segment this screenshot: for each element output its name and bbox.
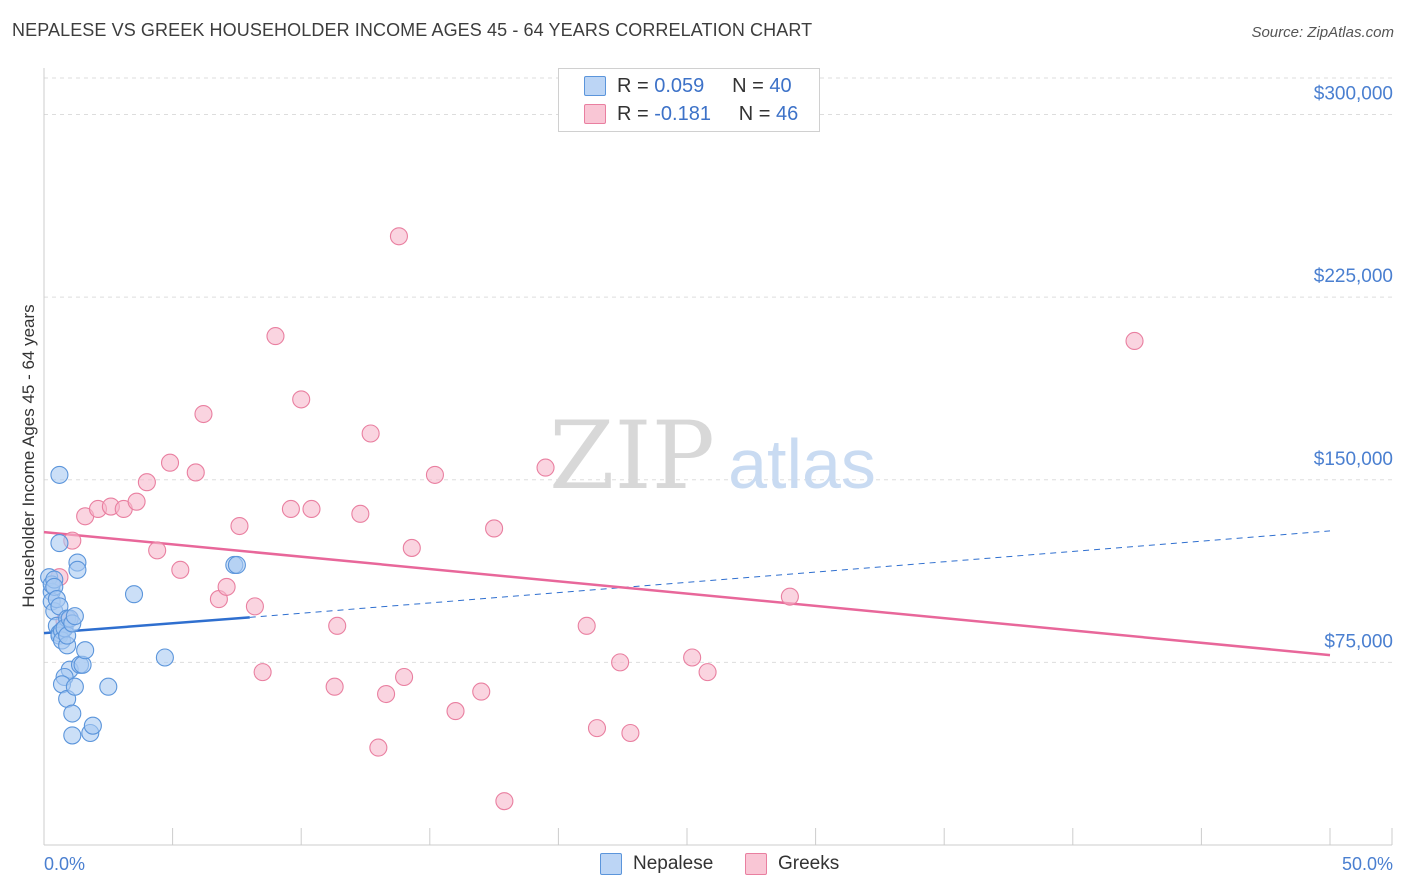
greeks-point — [485, 519, 504, 538]
greeks-point — [577, 616, 596, 635]
legend-n-label: N = — [738, 102, 771, 125]
nepalese-point — [83, 716, 102, 735]
grid-lines — [44, 77, 1392, 663]
greeks-point — [1125, 331, 1144, 351]
nepalese-point — [76, 641, 95, 660]
legend-swatch-greeks — [584, 104, 606, 124]
y-axis-label: Householder Income Ages 45 - 64 years — [19, 304, 38, 607]
legend-r-label: R = — [617, 74, 649, 97]
greeks-point — [587, 719, 607, 738]
greeks-point — [395, 667, 414, 687]
greeks-point — [472, 682, 491, 701]
greeks-point — [160, 453, 180, 472]
greeks-point — [621, 723, 640, 743]
legend-swatch-nepalese — [584, 76, 606, 96]
nepalese-point — [63, 704, 82, 723]
greeks-point — [148, 541, 167, 560]
nepalese-point — [50, 465, 69, 484]
greeks-point — [217, 577, 236, 596]
watermark-zip: ZIP — [549, 402, 715, 511]
greeks-point — [536, 458, 555, 477]
nepalese-point — [50, 534, 69, 553]
greeks-point — [137, 473, 156, 492]
greeks-point — [266, 327, 285, 346]
bottom-legend-label-nepalese: Nepalese — [633, 853, 714, 874]
legend-r-label: R = — [617, 102, 649, 125]
trend-lines — [43, 530, 1331, 657]
legend-text-greeks: R = -0.181 N = 46 — [617, 103, 798, 126]
greeks-point — [171, 560, 190, 579]
chart-title: NEPALESE VS GREEK HOUSEHOLDER INCOME AGE… — [12, 20, 813, 40]
nepalese-point — [124, 585, 144, 604]
greeks-trend-line — [43, 530, 1331, 657]
greeks-point — [194, 404, 213, 424]
data-points — [40, 227, 1144, 811]
nepalese-point — [65, 607, 84, 626]
greeks-point — [292, 390, 311, 409]
legend-r-value: -0.181 — [654, 102, 711, 125]
greeks-point — [351, 504, 370, 523]
greeks-point — [253, 663, 272, 682]
bottom-legend-swatch-greeks — [745, 853, 767, 875]
nepalese-point — [227, 555, 246, 575]
greeks-point — [281, 499, 300, 519]
y-tick-label: $150,000 — [1314, 449, 1393, 470]
bottom-legend-nepalese: Nepalese — [600, 852, 713, 876]
watermark-atlas: atlas — [728, 425, 876, 503]
axes: $75,000 $150,000 $225,000 $300,000 0.0% 50.0% — [43, 68, 1393, 874]
greeks-point — [402, 538, 421, 557]
nepalese-trend-solid — [43, 616, 250, 635]
greeks-point — [302, 499, 321, 519]
greeks-point — [683, 648, 702, 667]
x-tick-label: 50.0% — [1342, 854, 1393, 874]
greeks-point — [230, 516, 249, 536]
y-axis-label-group: Householder Income Ages 45 - 64 years — [19, 304, 38, 607]
nepalese-point — [68, 560, 87, 579]
nepalese-point — [99, 677, 118, 696]
x-tick-label: 0.0% — [44, 854, 85, 874]
greeks-point — [780, 587, 799, 606]
greeks-point — [361, 424, 380, 443]
greeks-point — [425, 465, 444, 484]
greeks-point — [611, 653, 630, 672]
greeks-point — [325, 677, 344, 696]
greeks-point — [446, 702, 465, 721]
legend-n-value: 40 — [769, 74, 792, 97]
nepalese-point — [155, 648, 174, 667]
greeks-point — [377, 684, 396, 704]
legend-text-nepalese: R = 0.059 N = 40 — [617, 75, 792, 98]
nepalese-point — [65, 677, 84, 696]
legend-r-value: 0.059 — [654, 74, 705, 97]
bottom-legend-swatch-nepalese — [600, 853, 622, 875]
greeks-point — [127, 492, 146, 511]
bottom-legend-greeks: Greeks — [745, 852, 839, 876]
greeks-point — [495, 792, 514, 811]
nepalese-point — [63, 726, 82, 745]
legend: R = 0.059 N = 40 R = -0.181 N = 46 — [558, 68, 820, 132]
greeks-point — [369, 738, 388, 757]
y-tick-label: $300,000 — [1314, 84, 1393, 105]
legend-n-label: N = — [732, 74, 764, 97]
greeks-point — [698, 663, 717, 682]
y-tick-label: $225,000 — [1314, 266, 1393, 287]
bottom-legend-label-greeks: Greeks — [778, 853, 840, 874]
source-label: Source: ZipAtlas.com — [1251, 24, 1394, 41]
y-tick-label: $75,000 — [1324, 631, 1393, 652]
legend-n-value: 46 — [776, 102, 799, 125]
greeks-point — [389, 227, 408, 246]
nepalese-trend-dashed — [249, 530, 1331, 618]
greeks-point — [186, 463, 205, 482]
greeks-point — [328, 616, 347, 635]
watermark: ZIP atlas — [549, 402, 876, 511]
greeks-point — [245, 597, 264, 616]
